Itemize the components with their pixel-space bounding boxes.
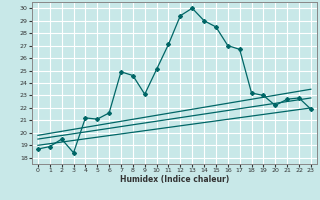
X-axis label: Humidex (Indice chaleur): Humidex (Indice chaleur) [120,175,229,184]
